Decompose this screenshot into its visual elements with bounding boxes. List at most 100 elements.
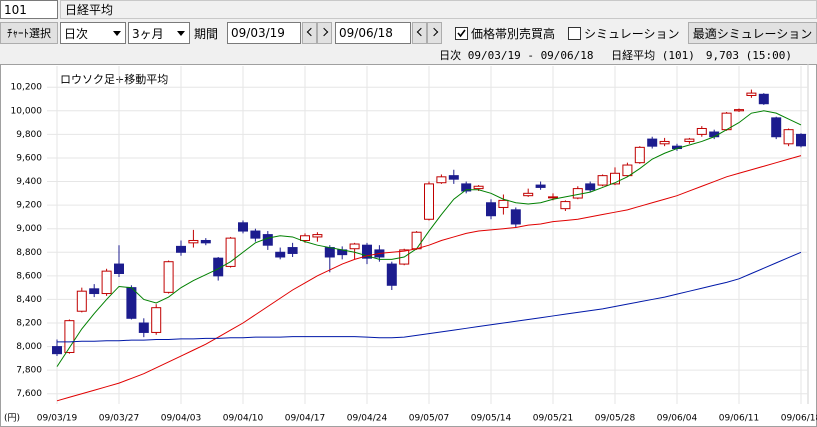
candle-body <box>349 243 360 250</box>
candle-body <box>386 263 397 286</box>
y-tick-label: 8,200 <box>16 319 42 329</box>
volume-profile-label: 価格帯別売買高 <box>471 26 556 41</box>
y-tick-label: 10,200 <box>11 83 43 93</box>
candle-body <box>163 261 174 293</box>
x-tick-label: 09/05/28 <box>595 414 636 424</box>
candle-body <box>548 196 558 199</box>
to-input[interactable]: 09/06/18 <box>335 22 411 44</box>
candle-body <box>783 129 794 145</box>
chart: ロウソク足+移動平均 (円) 7,600 7,800 8,000 8,200 8,400… <box>0 64 817 427</box>
span-select[interactable]: 3ヶ月 <box>128 22 190 44</box>
candle-body <box>535 184 546 188</box>
candle-body <box>200 239 211 244</box>
moving-average-line <box>56 110 802 367</box>
candle-body <box>114 263 124 274</box>
y-tick-label: 9,600 <box>16 153 42 163</box>
y-tick-label: 10,000 <box>11 106 43 116</box>
candle-body <box>758 93 769 105</box>
candle-body <box>461 183 472 192</box>
code-input[interactable]: 101 <box>0 0 58 19</box>
moving-average-line <box>57 251 802 343</box>
y-tick-label: 8,000 <box>16 342 42 352</box>
candle-body <box>572 188 583 199</box>
candle-body <box>634 146 645 164</box>
interval-select[interactable]: 日次 <box>60 22 126 44</box>
candle-body <box>597 175 608 186</box>
simulation-checkbox[interactable] <box>568 27 581 40</box>
y-tick-label: 8,800 <box>16 248 42 258</box>
candle-body <box>796 133 806 147</box>
candle-body <box>176 245 186 253</box>
candle-body <box>560 201 571 210</box>
candle-body <box>138 322 149 333</box>
candle-body <box>300 235 310 241</box>
candle-body <box>362 244 372 259</box>
x-tick-label: 09/04/24 <box>347 414 388 424</box>
candle-body <box>696 127 707 135</box>
candle-body <box>510 209 521 225</box>
candle-body <box>523 192 534 197</box>
candle-body <box>684 138 695 142</box>
candle-body <box>225 237 236 267</box>
candle-body <box>312 234 323 238</box>
y-tick-label: 9,400 <box>16 177 42 187</box>
y-axis-label: (円) <box>4 413 20 424</box>
candle-body <box>647 138 658 147</box>
x-tick-label: 09/06/04 <box>657 414 698 424</box>
y-tick-label: 7,600 <box>16 389 42 399</box>
x-tick-label: 09/06/18 <box>781 414 817 424</box>
y-tick-label: 8,400 <box>16 295 42 305</box>
candle-body <box>771 117 782 138</box>
x-tick-label: 09/04/10 <box>223 414 264 424</box>
x-tick-label: 09/05/07 <box>409 414 449 424</box>
volume-profile-checkbox[interactable] <box>455 27 468 40</box>
info-line: 日次 09/03/19 - 09/06/18 日経平均 (101) 9,703 … <box>439 49 792 62</box>
candle-body <box>448 175 459 180</box>
security-name: 日経平均 <box>60 0 817 19</box>
candle-body <box>610 172 620 185</box>
x-tick-label: 09/04/17 <box>285 414 325 424</box>
to-next[interactable] <box>427 22 442 44</box>
candle-body <box>473 185 484 190</box>
from-prev[interactable] <box>302 22 317 44</box>
chart-frame <box>0 64 817 427</box>
x-tick-label: 09/06/11 <box>719 414 759 424</box>
from-input[interactable]: 09/03/19 <box>227 22 301 44</box>
candle-body <box>213 257 224 277</box>
candle-body <box>486 202 496 217</box>
x-tick-label: 09/05/21 <box>533 414 573 424</box>
candle-body <box>734 109 744 112</box>
candle-body <box>101 270 112 295</box>
candle-body <box>151 307 162 333</box>
candle-body <box>659 140 670 145</box>
x-tick-label: 09/03/19 <box>37 414 78 424</box>
candle-body <box>411 231 422 250</box>
candle-body <box>287 247 298 254</box>
candle-body <box>275 251 286 258</box>
period-label: 期間 <box>194 26 219 41</box>
y-tick-label: 9,800 <box>16 130 42 140</box>
interval-value: 日次 <box>64 26 89 41</box>
y-tick-label: 8,600 <box>16 271 42 281</box>
x-tick-label: 09/05/14 <box>471 414 512 424</box>
from-next[interactable] <box>317 22 332 44</box>
candle-body <box>76 290 87 312</box>
candle-body <box>188 239 199 244</box>
candle-body <box>52 346 62 355</box>
span-value: 3ヶ月 <box>132 26 164 41</box>
candle-body <box>238 222 248 232</box>
candle-body <box>721 112 732 131</box>
candle-body <box>262 234 273 246</box>
x-tick-label: 09/04/03 <box>161 414 201 424</box>
moving-average-line <box>56 155 802 402</box>
candle-body <box>324 247 335 258</box>
candle-body <box>585 183 596 191</box>
simulation-label: シミュレーション <box>584 26 680 41</box>
to-prev[interactable] <box>412 22 427 44</box>
optimal-simulation-button[interactable]: 最適シミュレーション <box>688 22 817 44</box>
y-tick-label: 7,800 <box>16 366 42 376</box>
candle-body <box>436 176 447 184</box>
candle-body <box>89 288 100 295</box>
chart-select-button[interactable]: ﾁｬｰﾄ選択 <box>0 22 58 44</box>
